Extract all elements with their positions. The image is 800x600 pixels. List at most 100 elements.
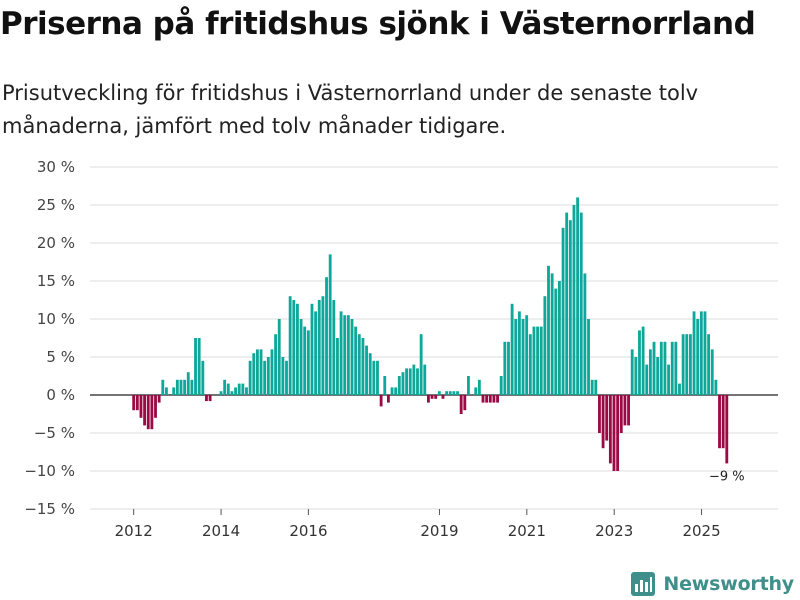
- bar: [452, 391, 456, 395]
- gridlines: [90, 166, 778, 510]
- bar: [255, 349, 259, 395]
- bar: [390, 387, 394, 395]
- bar: [328, 254, 332, 395]
- bar: [437, 391, 441, 395]
- bar: [416, 368, 419, 395]
- bar: [525, 315, 529, 395]
- bar: [492, 395, 496, 403]
- bar: [656, 357, 660, 395]
- bar: [197, 338, 201, 395]
- bar: [150, 395, 154, 430]
- bar: [477, 379, 481, 395]
- bar: [557, 281, 561, 395]
- bar: [605, 395, 609, 441]
- x-tick-label: 2023: [595, 522, 633, 540]
- bar: [165, 387, 168, 395]
- bar: [645, 364, 649, 395]
- bar: [296, 303, 299, 395]
- bar: [230, 391, 234, 395]
- bar: [707, 334, 711, 395]
- bar: [681, 334, 685, 395]
- bar: [616, 395, 620, 471]
- y-tick-label: −5 %: [34, 424, 75, 442]
- bar: [412, 364, 416, 395]
- bar-series: [132, 197, 729, 471]
- bar: [456, 391, 459, 395]
- bar: [718, 395, 721, 449]
- bar: [710, 349, 714, 395]
- bar: [245, 387, 248, 395]
- bar: [194, 338, 197, 395]
- bar: [241, 383, 245, 395]
- bar: [725, 395, 729, 464]
- bar: [226, 383, 230, 395]
- bar: [139, 395, 143, 418]
- bar: [310, 303, 314, 395]
- bar: [201, 360, 205, 395]
- bar: [354, 326, 358, 395]
- bar: [667, 364, 670, 395]
- bar: [587, 319, 590, 395]
- bar: [467, 376, 470, 395]
- bar: [266, 357, 270, 395]
- bar: [445, 391, 449, 395]
- bar: [641, 326, 645, 395]
- bar: [248, 360, 252, 395]
- bar: [652, 341, 656, 395]
- bar: [237, 383, 241, 395]
- bar: [394, 387, 398, 395]
- bar: [547, 265, 550, 395]
- bar: [579, 212, 583, 395]
- x-tick-label: 2025: [682, 522, 720, 540]
- bar: [434, 395, 438, 399]
- bar: [612, 395, 616, 471]
- bar: [692, 311, 696, 395]
- bar: [521, 319, 525, 395]
- y-tick-label: −15 %: [24, 500, 75, 518]
- bar: [496, 395, 499, 403]
- bar: [561, 227, 565, 395]
- bar: [288, 296, 292, 395]
- bar: [405, 368, 409, 395]
- bar: [630, 349, 634, 395]
- bar: [379, 395, 383, 407]
- annotations: −9 %: [709, 469, 745, 484]
- y-tick-label: 5 %: [46, 348, 75, 366]
- bar: [259, 349, 263, 395]
- bar: [408, 368, 412, 395]
- bar: [143, 395, 147, 426]
- bar: [161, 379, 165, 395]
- bar: [670, 341, 674, 395]
- bar: [303, 326, 307, 395]
- chart-title: Priserna på fritidshus sjönk i Västernor…: [0, 6, 756, 42]
- bar: [336, 338, 339, 395]
- bar: [263, 360, 267, 395]
- bar: [299, 319, 303, 395]
- bar: [481, 395, 485, 403]
- bar: [503, 341, 507, 395]
- bar: [583, 273, 587, 395]
- bar: [517, 311, 521, 395]
- bar: [281, 357, 285, 395]
- bar: [539, 326, 543, 395]
- bar: [543, 296, 547, 395]
- bar: [721, 395, 725, 449]
- bar: [627, 395, 630, 426]
- bar: [685, 334, 689, 395]
- bar: [135, 395, 139, 411]
- bar: [361, 338, 365, 395]
- bar-chart-logo-icon: [631, 572, 656, 596]
- bar: [459, 395, 463, 414]
- bar: [277, 319, 281, 395]
- brand-name: Newsworthy: [663, 573, 794, 595]
- bar: [401, 372, 405, 395]
- bar: [590, 379, 594, 395]
- chart-subtitle: Prisutveckling för fritidshus i Västerno…: [2, 81, 699, 138]
- bar: [474, 387, 478, 395]
- bar: [383, 376, 387, 395]
- bar: [536, 326, 540, 395]
- bar: [696, 319, 700, 395]
- y-tick-label: 15 %: [37, 272, 75, 290]
- bar: [365, 345, 368, 395]
